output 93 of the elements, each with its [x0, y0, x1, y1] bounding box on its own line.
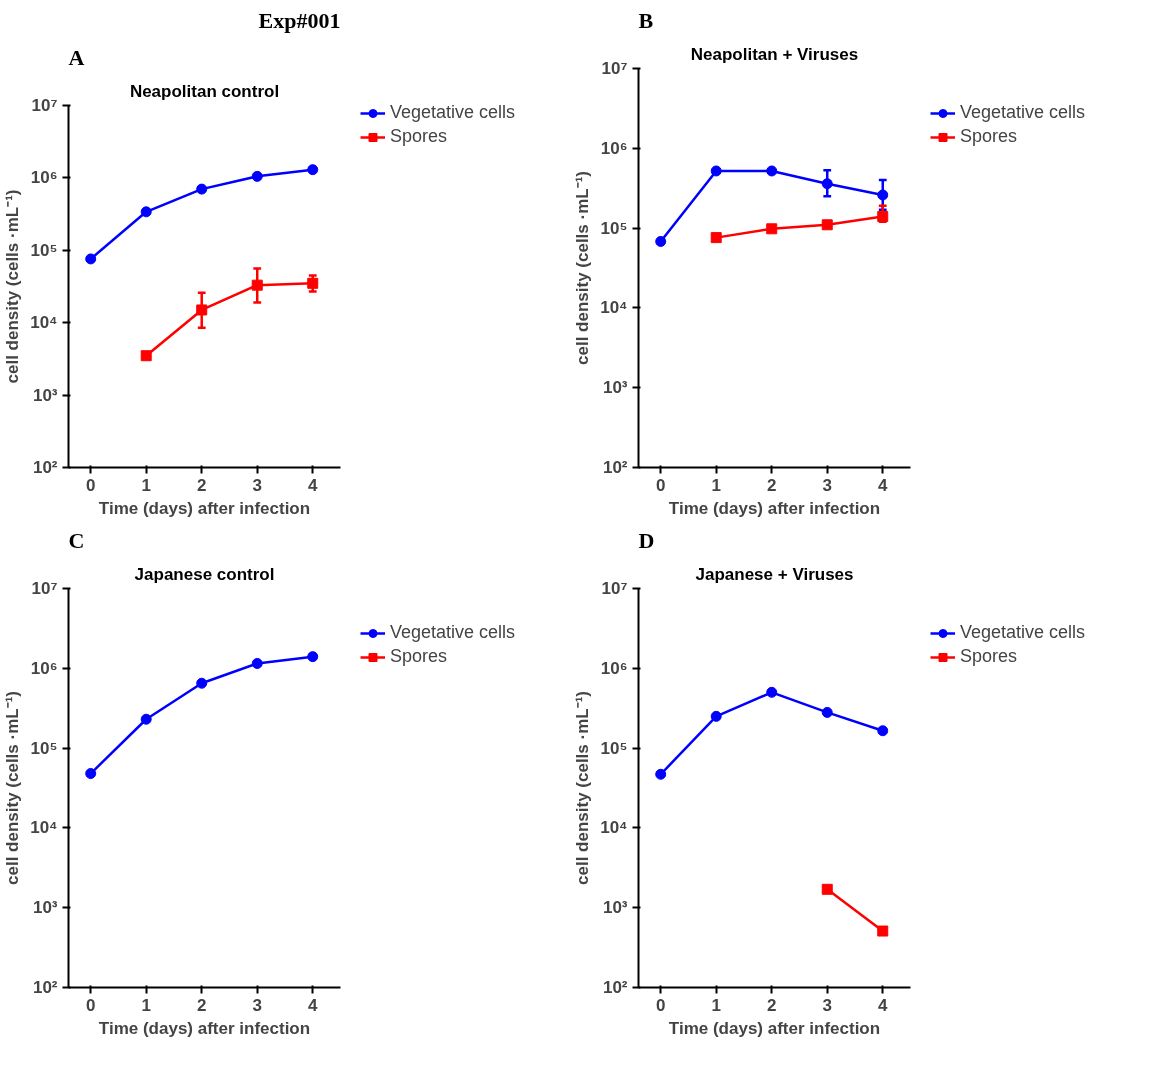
point: [710, 232, 722, 244]
y-tick-label: 10⁶: [30, 658, 58, 678]
y-tick-label: 10⁶: [30, 168, 58, 188]
y-tick-label: 10³: [32, 385, 58, 405]
point: [251, 170, 263, 182]
y-tick-label: 10⁶: [600, 138, 628, 158]
point: [821, 706, 833, 718]
y-tick-label: 10⁴: [600, 298, 628, 318]
y-tick-label: 10²: [602, 458, 628, 477]
chart-title: Neapolitan + Viruses: [690, 44, 859, 64]
y-tick-label: 10³: [602, 898, 628, 918]
x-tick-label: 2: [197, 995, 207, 1015]
point: [196, 677, 208, 689]
x-tick-label: 0: [655, 475, 666, 495]
x-tick-label: 3: [822, 475, 832, 495]
chart-title: Japanese control: [134, 564, 275, 584]
legend-label: Vegetative cells: [960, 102, 1086, 123]
x-tick-label: 1: [141, 995, 151, 1015]
y-tick-label: 10⁷: [601, 59, 628, 78]
x-tick-label: 4: [308, 995, 319, 1015]
x-axis-title: Time (days) after infection: [668, 1018, 881, 1038]
y-tick-label: 10³: [32, 898, 58, 918]
y-tick-label: 10⁵: [600, 218, 628, 238]
legend-label: Vegetative cells: [960, 622, 1086, 643]
legend-label: Spores: [390, 646, 448, 667]
x-tick-label: 1: [711, 475, 721, 495]
y-tick-label: 10⁷: [601, 579, 628, 598]
x-tick-label: 0: [655, 995, 666, 1015]
text: C: [68, 527, 85, 553]
point: [140, 350, 152, 362]
x-tick-label: 3: [252, 475, 262, 495]
x-tick-label: 4: [878, 475, 889, 495]
point: [196, 183, 208, 195]
x-tick-label: 2: [767, 995, 777, 1015]
point: [877, 725, 889, 737]
point: [140, 206, 152, 218]
x-tick-label: 3: [822, 995, 832, 1015]
x-axis-title: Time (days) after infection: [98, 498, 311, 518]
point: [821, 219, 833, 231]
y-tick-label: 10⁷: [31, 579, 58, 598]
x-tick-label: 1: [141, 475, 151, 495]
y-tick-label: 10⁵: [30, 738, 58, 758]
point: [655, 235, 667, 247]
point: [307, 651, 319, 663]
x-tick-label: 0: [85, 995, 96, 1015]
x-tick-label: 2: [767, 475, 777, 495]
point: [821, 883, 833, 895]
chart-title: Japanese + Viruses: [695, 564, 854, 584]
point: [307, 164, 319, 176]
legend-label: Vegetative cells: [390, 104, 516, 123]
point: [877, 925, 889, 937]
y-tick-label: 10⁶: [600, 658, 628, 678]
point: [251, 657, 263, 669]
x-axis-title: Time (days) after infection: [98, 1018, 311, 1038]
y-axis-title: cell density (cells ·mL⁻¹): [573, 171, 593, 365]
x-tick-label: 4: [308, 475, 319, 495]
y-tick-label: 10⁵: [30, 240, 58, 260]
y-axis-title: cell density (cells ·mL⁻¹): [3, 189, 23, 384]
y-tick-label: 10⁷: [31, 96, 58, 115]
text: B: [638, 7, 654, 33]
legend-label: Spores: [390, 126, 448, 147]
point: [655, 768, 667, 780]
legend-label: Vegetative cells: [390, 622, 516, 643]
y-tick-label: 10⁴: [30, 313, 58, 333]
point: [766, 223, 778, 235]
point: [710, 165, 722, 177]
y-axis-title: cell density (cells ·mL⁻¹): [573, 691, 593, 885]
legend-label: Spores: [960, 646, 1018, 667]
x-tick-label: 1: [711, 995, 721, 1015]
x-tick-label: 3: [252, 995, 262, 1015]
text: A: [68, 44, 85, 70]
point: [85, 768, 97, 780]
y-axis-title: cell density (cells ·mL⁻¹): [3, 691, 23, 885]
y-tick-label: 10²: [602, 978, 628, 997]
y-tick-label: 10⁴: [30, 818, 58, 838]
x-tick-label: 2: [197, 475, 207, 495]
x-tick-label: 4: [878, 995, 889, 1015]
y-tick-label: 10⁵: [600, 738, 628, 758]
y-tick-label: 10⁴: [600, 818, 628, 838]
legend-label: Spores: [960, 126, 1018, 147]
x-tick-label: 0: [85, 475, 96, 495]
point: [85, 253, 97, 265]
point: [710, 710, 722, 722]
y-tick-label: 10²: [32, 458, 58, 477]
text: D: [638, 527, 655, 553]
point: [766, 165, 778, 177]
text: Exp#001: [258, 7, 341, 33]
x-axis-title: Time (days) after infection: [668, 498, 881, 518]
chart-title: Neapolitan control: [129, 81, 280, 101]
point: [140, 713, 152, 725]
y-tick-label: 10³: [602, 378, 628, 398]
point: [766, 686, 778, 698]
y-tick-label: 10²: [32, 978, 58, 997]
